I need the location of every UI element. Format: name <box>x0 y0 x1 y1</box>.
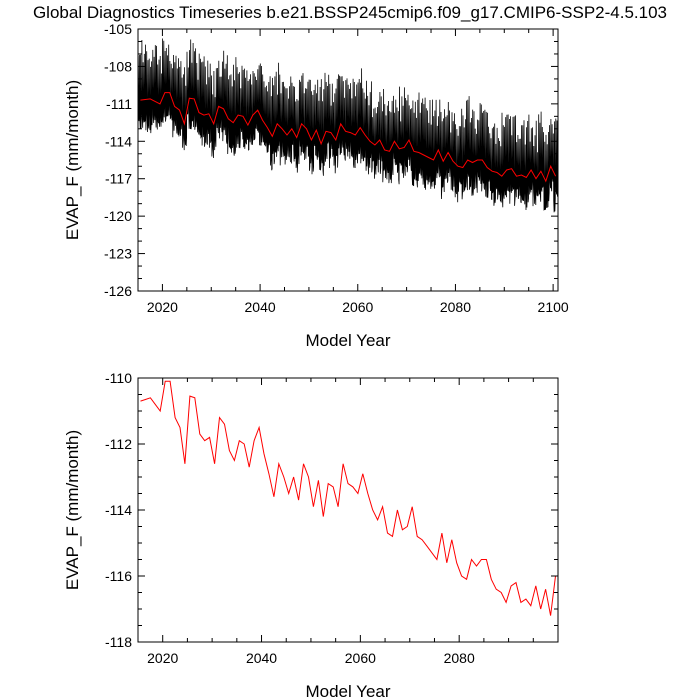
top-y-tick-label: -126 <box>104 283 132 299</box>
bottom-series-group <box>140 380 556 616</box>
bottom-x-tick-label: 2040 <box>246 650 277 666</box>
top-y-tick-label: -105 <box>104 21 132 37</box>
top-plot-frame <box>137 28 559 292</box>
top-annual-mean-series-line <box>140 92 557 183</box>
top-panel: 2020 2040 2060 2080 2100 -126 -123 -120 -117 -114… <box>63 21 569 350</box>
top-x-tick-label: 2020 <box>147 299 178 315</box>
top-monthly-series-line <box>137 38 559 213</box>
top-series-group <box>137 38 559 213</box>
top-x-tick-label: 2080 <box>440 299 471 315</box>
bottom-panel: 2020 2040 2060 2080 -118 -116 -114 -112 -110 Mod… <box>63 370 559 700</box>
bottom-x-axis-label: Model Year <box>305 682 390 700</box>
bottom-annual-mean-series-line <box>140 380 556 616</box>
bottom-ticks-group: 2020 2040 2060 2080 -118 -116 -114 -112 -110 <box>105 370 559 666</box>
top-x-axis-label: Model Year <box>305 331 390 350</box>
bottom-y-tick-label: -112 <box>105 436 132 452</box>
chart-title: Global Diagnostics Timeseries b.e21.BSSP… <box>33 3 667 22</box>
top-y-tick-label: -111 <box>106 96 132 112</box>
top-y-tick-label: -120 <box>104 208 132 224</box>
bottom-plot-frame <box>137 377 559 643</box>
bottom-y-tick-label: -118 <box>105 634 132 650</box>
top-x-tick-label: 2060 <box>342 299 373 315</box>
top-y-tick-label: -114 <box>105 133 132 149</box>
top-y-tick-label: -108 <box>104 58 132 74</box>
top-x-tick-label: 2040 <box>245 299 276 315</box>
top-y-axis-label: EVAP_F (mm/month) <box>63 80 82 240</box>
top-ticks-group: 2020 2040 2060 2080 2100 -126 -123 -120 -117 -114… <box>104 21 569 315</box>
bottom-y-axis-label: EVAP_F (mm/month) <box>63 430 82 590</box>
bottom-x-tick-label: 2020 <box>147 650 178 666</box>
bottom-y-tick-label: -110 <box>105 370 132 386</box>
top-y-tick-label: -123 <box>104 246 132 262</box>
bottom-y-tick-label: -116 <box>105 568 132 584</box>
bottom-x-tick-label: 2080 <box>444 650 475 666</box>
bottom-y-tick-label: -114 <box>105 502 132 518</box>
top-x-tick-label: 2100 <box>538 299 569 315</box>
top-y-tick-label: -117 <box>105 171 132 187</box>
bottom-x-tick-label: 2060 <box>345 650 376 666</box>
